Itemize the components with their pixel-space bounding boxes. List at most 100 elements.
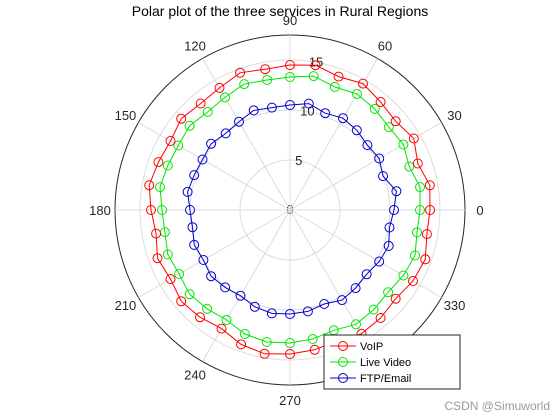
data-point [310, 60, 321, 71]
data-point [236, 339, 247, 350]
data-point [198, 255, 209, 265]
data-point [266, 308, 277, 319]
data-point [389, 205, 399, 215]
data-point [391, 186, 402, 197]
data-point [202, 303, 213, 314]
data-point [361, 269, 372, 280]
data-point [206, 271, 217, 282]
legend: VoIP Live Video FTP/Email [323, 334, 461, 390]
data-point [425, 205, 435, 215]
data-point [415, 182, 425, 193]
angle-tick-label: 0 [476, 203, 483, 218]
data-point [285, 338, 295, 348]
data-point [234, 116, 244, 127]
data-point [216, 323, 227, 334]
data-point [398, 270, 409, 281]
data-point [412, 227, 422, 238]
data-point [155, 182, 165, 193]
data-point [369, 103, 380, 114]
data-point [420, 254, 431, 265]
watermark: CSDN @Simuworld [444, 399, 550, 413]
data-point [384, 222, 395, 233]
data-point [383, 240, 394, 251]
data-point [374, 256, 385, 267]
data-point [285, 309, 295, 319]
data-point [329, 81, 340, 92]
angular-gridline [138, 122, 291, 211]
data-point [350, 283, 361, 294]
data-point [144, 180, 155, 191]
legend-entry: FTP/Email [330, 373, 411, 385]
data-point [214, 82, 225, 93]
data-point [173, 140, 184, 151]
data-point [285, 72, 295, 82]
data-point [220, 128, 231, 139]
series-live-video [155, 71, 425, 348]
data-point [221, 315, 232, 325]
angular-gridline [138, 209, 291, 298]
data-point [302, 306, 313, 317]
angle-tick-label: 180 [89, 203, 111, 218]
data-point [248, 105, 259, 116]
data-point [375, 313, 386, 323]
angle-tick-label: 30 [447, 108, 461, 123]
data-point [368, 304, 379, 315]
data-point [176, 113, 187, 124]
data-point [408, 133, 419, 144]
data-point [383, 122, 394, 133]
data-point [333, 71, 344, 82]
data-point [338, 113, 348, 124]
data-point [309, 344, 320, 355]
data-point [362, 140, 373, 151]
data-point [146, 205, 156, 215]
data-point [351, 125, 362, 136]
legend-label: Live Video [360, 357, 411, 369]
data-point [182, 186, 193, 197]
data-point [378, 171, 388, 182]
data-point [352, 89, 362, 99]
legend-label: FTP/Email [360, 373, 411, 385]
data-point [410, 250, 420, 261]
data-point [187, 222, 198, 233]
angular-gridline [289, 58, 378, 211]
legend-swatch-marker [338, 357, 348, 367]
data-point [320, 108, 331, 119]
data-point [162, 249, 173, 260]
angular-gridline [289, 122, 442, 211]
data-point [189, 239, 200, 250]
data-point [390, 293, 401, 304]
data-point [165, 136, 176, 146]
data-point [174, 269, 185, 279]
data-point [303, 98, 314, 109]
data-point [390, 116, 401, 127]
data-point [184, 289, 195, 300]
data-point [239, 79, 250, 90]
legend-swatch-marker [338, 341, 348, 351]
data-point [152, 253, 163, 264]
data-point [285, 349, 295, 359]
data-point [206, 138, 217, 149]
angle-tick-label: 60 [378, 38, 392, 53]
angle-tick-label: 90 [283, 13, 297, 28]
angle-tick-label: 150 [115, 108, 137, 123]
data-point [412, 158, 423, 169]
data-point [308, 71, 319, 82]
series-line [148, 64, 431, 355]
chart-title: Polar plot of the three services in Rura… [132, 3, 428, 19]
data-point [421, 229, 432, 240]
data-point [249, 301, 260, 312]
data-point [259, 348, 270, 359]
legend-entry: Live Video [330, 357, 411, 369]
data-point [285, 60, 295, 70]
data-point [415, 205, 425, 215]
data-point [383, 287, 394, 298]
data-point [165, 274, 176, 284]
data-point [195, 312, 205, 323]
angular-gridline [202, 58, 291, 211]
data-point [162, 160, 173, 171]
data-point [266, 102, 277, 113]
data-point [235, 67, 246, 78]
data-point [285, 100, 295, 110]
data-point [404, 161, 415, 172]
